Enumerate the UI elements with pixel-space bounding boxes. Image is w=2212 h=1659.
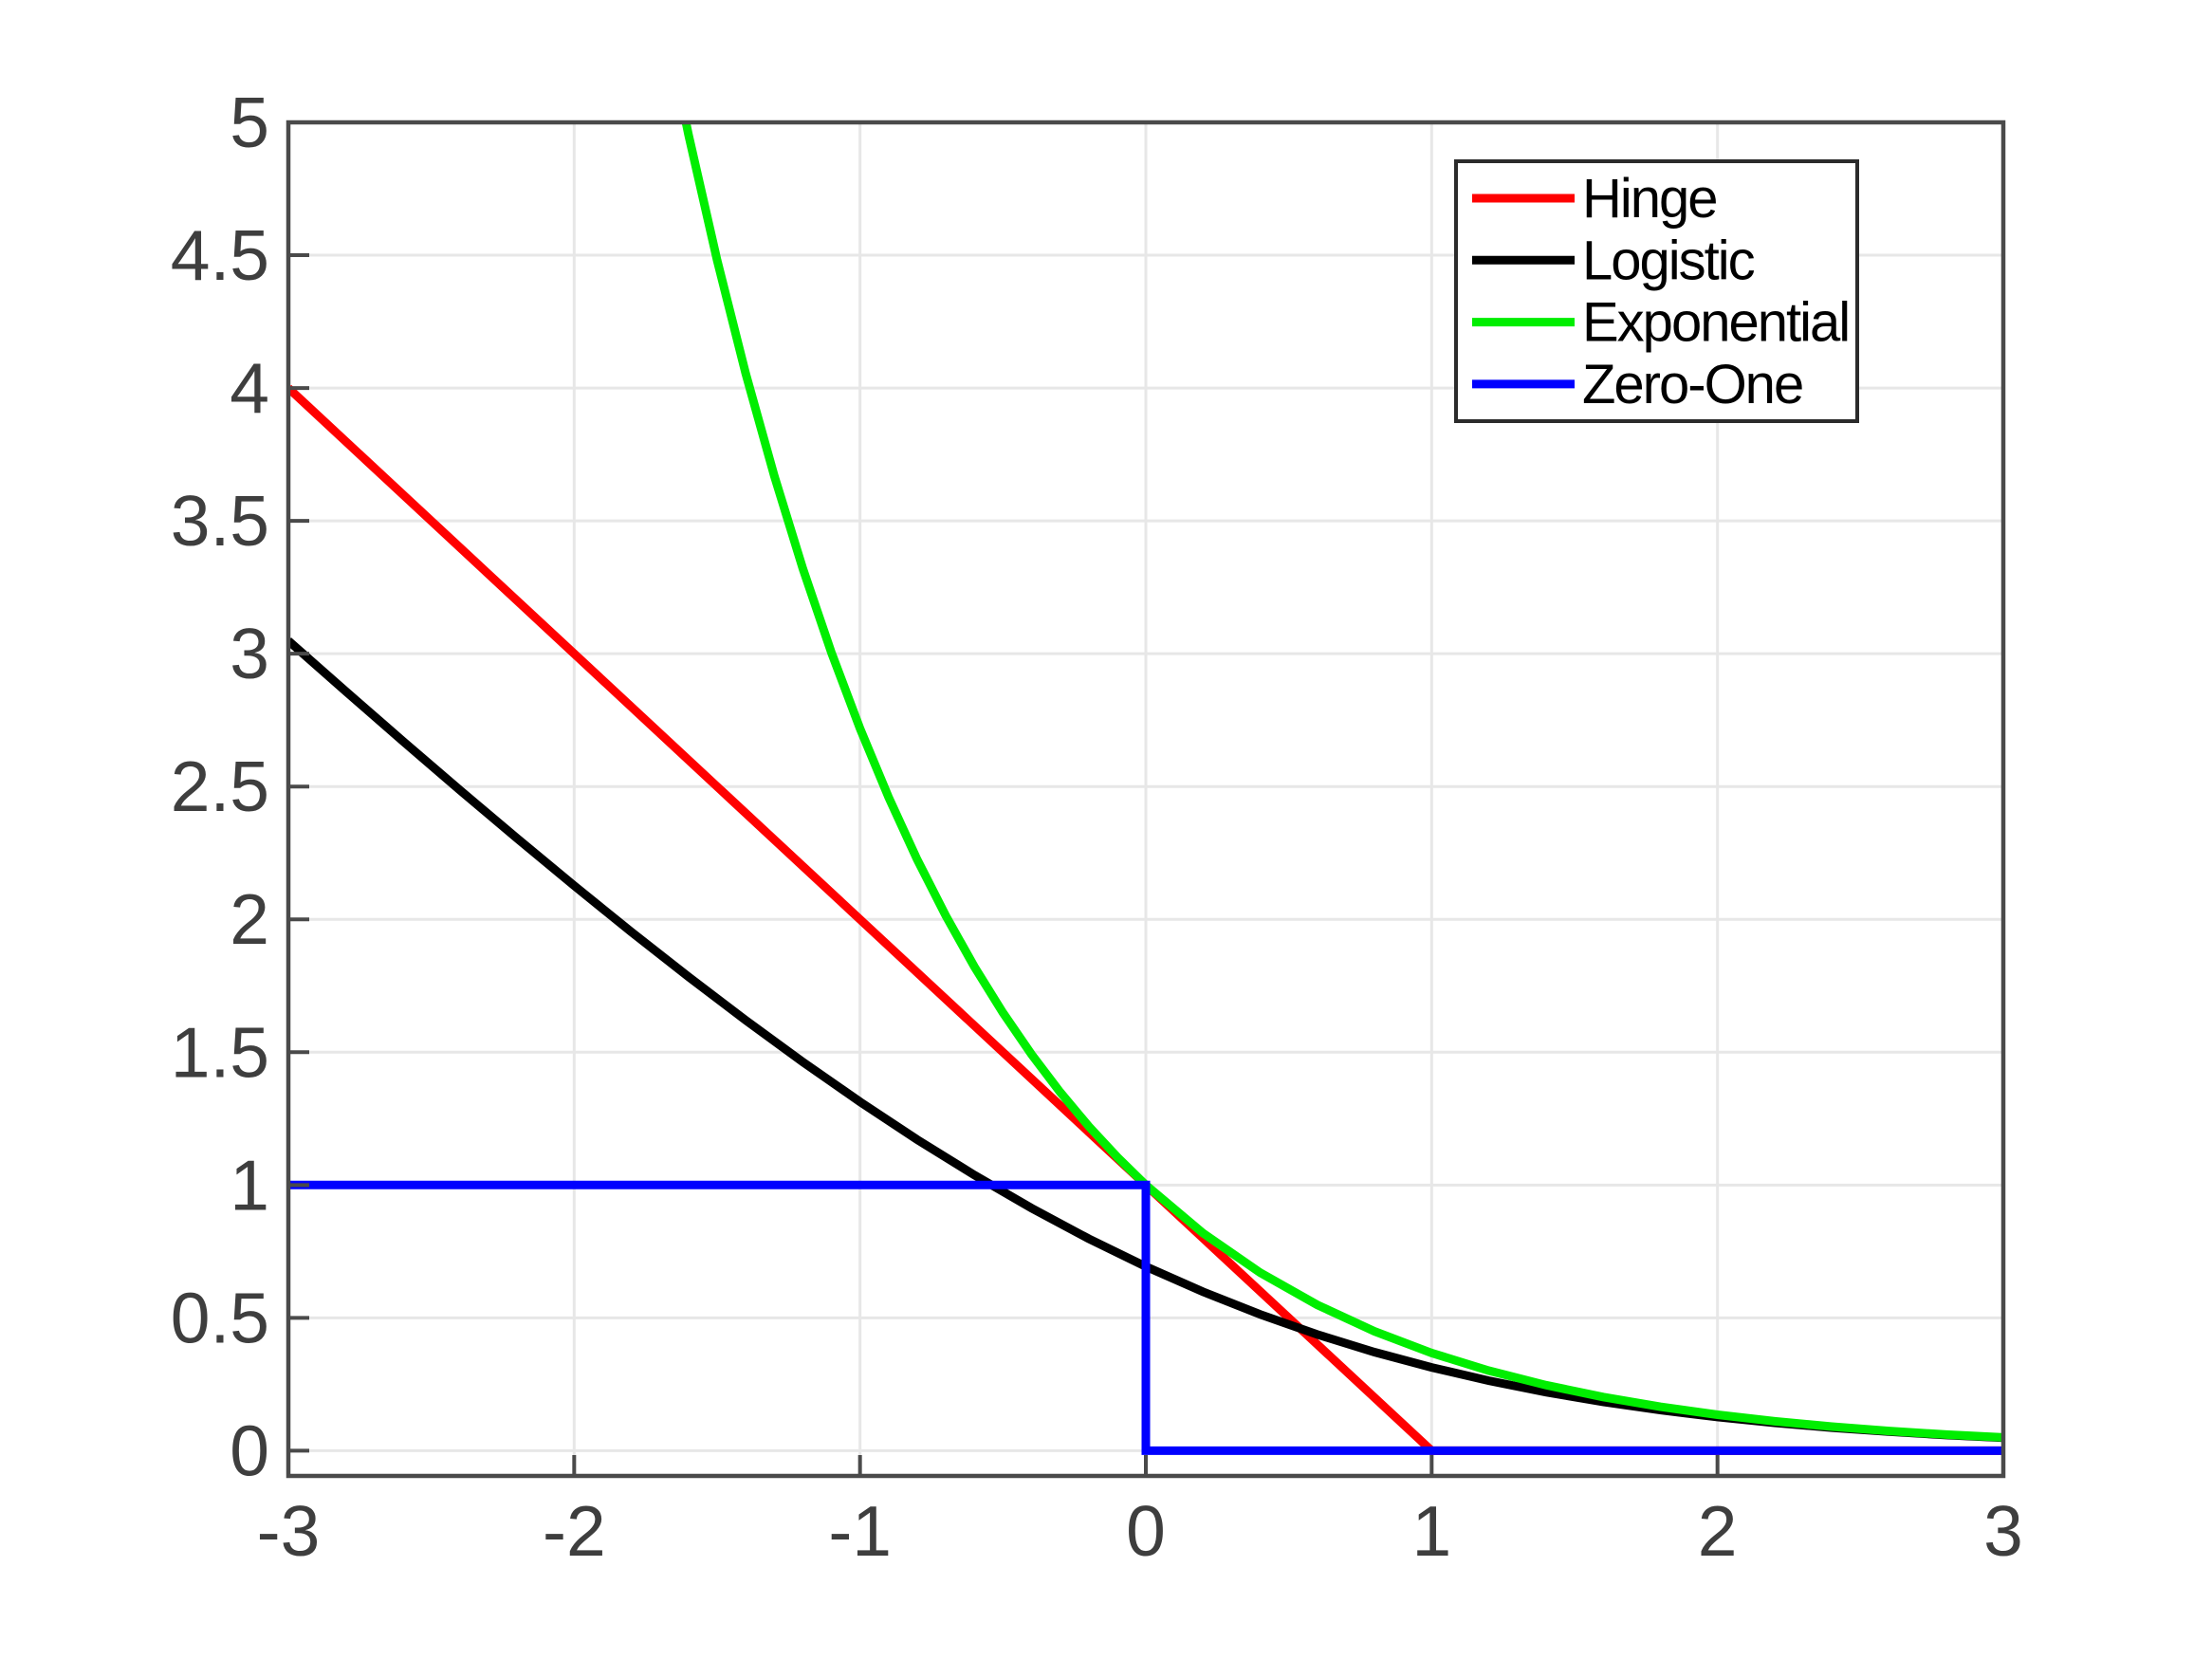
- legend-entry: Exponential: [1472, 292, 1851, 354]
- y-tick-label: 3: [230, 614, 269, 693]
- y-tick-label: 4.5: [171, 215, 269, 295]
- y-tick-label: 4: [230, 348, 269, 428]
- legend-label: Logistic: [1582, 230, 1755, 291]
- legend-entry: Hinge: [1472, 168, 1719, 230]
- tick-labels: -3 -2 -1 0 1 2 3 0 0.5 1 1.5 2 2.5 3 3.5 4 4.5 5: [171, 83, 2023, 1571]
- x-tick-label: -1: [828, 1491, 892, 1571]
- x-tick-label: -3: [257, 1491, 321, 1571]
- y-tick-label: 0: [230, 1410, 269, 1490]
- y-tick-label: 3.5: [171, 481, 269, 561]
- legend-label: Zero-One: [1582, 354, 1802, 415]
- curve-exponential: [681, 122, 2003, 1442]
- y-tick-label: 0.5: [171, 1278, 269, 1357]
- axes: [286, 120, 2006, 1479]
- x-tick-label: 0: [1126, 1491, 1166, 1571]
- curves: [288, 122, 2003, 1455]
- curve-zero-one: [288, 1180, 2003, 1455]
- x-tick-label: 2: [1698, 1491, 1738, 1571]
- y-tick-label: 2.5: [171, 747, 269, 826]
- y-tick-label: 1: [230, 1145, 269, 1225]
- legend-entry: Zero-One: [1472, 354, 1804, 415]
- y-tick-label: 2: [230, 879, 269, 959]
- legend-label: Exponential: [1582, 292, 1849, 354]
- x-tick-label: 3: [1983, 1491, 2023, 1571]
- y-tick-label: 1.5: [171, 1012, 269, 1092]
- legend-box: [1454, 159, 1859, 423]
- x-tick-label: 1: [1411, 1491, 1451, 1571]
- y-tick-label: 5: [230, 83, 269, 162]
- x-tick-label: -2: [543, 1491, 606, 1571]
- legend-label: Hinge: [1582, 168, 1717, 230]
- legend-entry: Logistic: [1472, 230, 1757, 291]
